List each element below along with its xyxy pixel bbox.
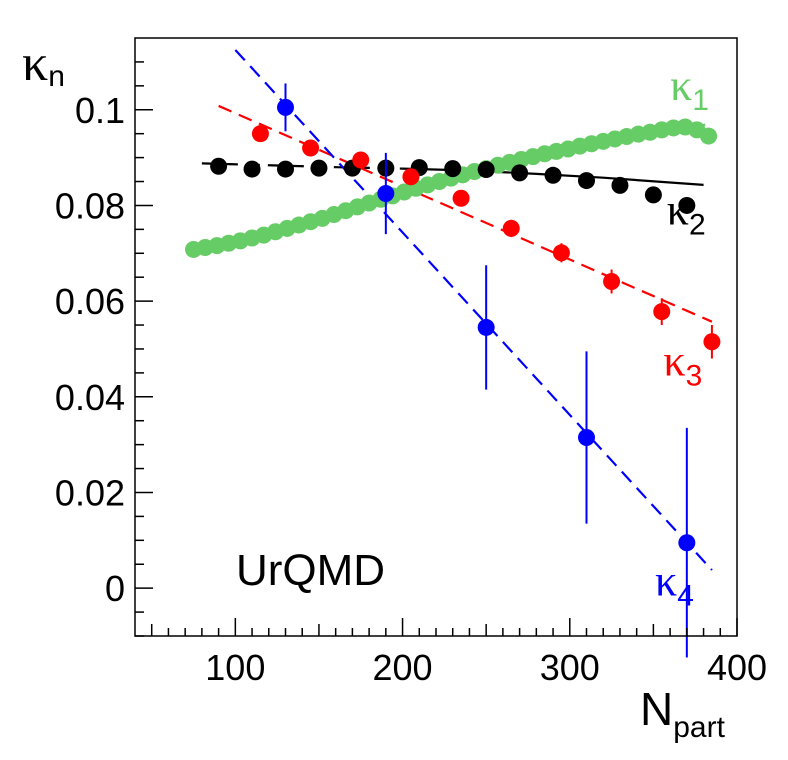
y-tick-label: 0 xyxy=(105,568,125,609)
point-κ3 xyxy=(502,219,520,237)
y-axis-title: κn xyxy=(22,35,65,93)
point-κ4 xyxy=(377,184,395,202)
series-label-kappa1: κ1 xyxy=(670,61,709,117)
y-tick-label: 0.04 xyxy=(55,377,125,418)
point-κ3 xyxy=(653,303,671,321)
point-κ4 xyxy=(678,534,696,552)
series-label-kappa1-main: κ xyxy=(670,61,692,110)
point-κ2 xyxy=(544,166,562,184)
series-label-kappa4: κ4 xyxy=(655,556,694,612)
point-κ4 xyxy=(477,318,495,336)
point-κ3 xyxy=(703,333,721,351)
series-label-kappa3: κ3 xyxy=(663,336,702,392)
point-κ2 xyxy=(578,172,595,190)
series-label-kappa2-main: κ xyxy=(667,186,689,235)
point-κ2 xyxy=(611,176,629,194)
y-tick-label: 0.02 xyxy=(55,472,125,513)
series-label-kappa3-main: κ xyxy=(663,336,685,385)
point-κ2 xyxy=(444,160,462,178)
point-κ2 xyxy=(243,160,261,178)
point-κ3 xyxy=(352,151,370,169)
model-annotation: UrQMD xyxy=(236,546,385,595)
series-label-kappa2-sub: 2 xyxy=(689,209,706,242)
point-κ3 xyxy=(302,139,320,157)
x-axis-title-sub: part xyxy=(673,711,725,744)
point-κ2 xyxy=(210,157,228,175)
fit-line-κ3 xyxy=(218,104,713,323)
point-κ2 xyxy=(511,164,529,182)
x-tick-label: 300 xyxy=(540,647,600,688)
point-κ3 xyxy=(603,273,621,291)
point-κ3 xyxy=(552,244,570,262)
x-tick-label: 200 xyxy=(373,647,433,688)
point-κ4 xyxy=(578,428,595,446)
axes: 100 200 300 400 0 0.02 0.04 0.06 0.08 0.1 xyxy=(55,61,767,688)
x-axis-title-main: N xyxy=(640,683,673,735)
y-tick-label: 0.06 xyxy=(55,281,125,322)
series-label-kappa4-sub: 4 xyxy=(677,579,694,612)
point-κ2 xyxy=(644,186,662,204)
series-label-kappa3-sub: 3 xyxy=(686,359,703,392)
fit-line-κ4 xyxy=(234,49,713,571)
point-κ2 xyxy=(277,160,294,178)
y-tick-label: 0.1 xyxy=(75,90,125,131)
point-κ4 xyxy=(277,98,294,116)
point-κ3 xyxy=(402,168,420,186)
point-κ3 xyxy=(251,125,269,143)
fit-line-κ2 xyxy=(201,162,403,170)
series-label-kappa1-sub: 1 xyxy=(692,84,709,117)
x-tick-label: 100 xyxy=(205,647,265,688)
point-κ2 xyxy=(310,159,328,177)
series-label-kappa2: κ2 xyxy=(667,186,706,242)
series-label-kappa4-main: κ xyxy=(655,556,677,605)
data-points xyxy=(185,83,721,658)
x-axis-title: Npart xyxy=(640,683,726,744)
point-κ2 xyxy=(678,196,696,214)
point-κ3 xyxy=(452,189,470,207)
y-tick-label: 0.08 xyxy=(55,185,125,226)
y-axis-title-main: κ xyxy=(22,35,48,92)
y-axis-title-sub: n xyxy=(48,60,65,93)
x-tick-label: 400 xyxy=(707,647,767,688)
point-κ2 xyxy=(477,161,495,179)
point-κ1 xyxy=(700,127,718,145)
series-labels: κ1 κ2 κ3 κ4 xyxy=(655,61,709,612)
